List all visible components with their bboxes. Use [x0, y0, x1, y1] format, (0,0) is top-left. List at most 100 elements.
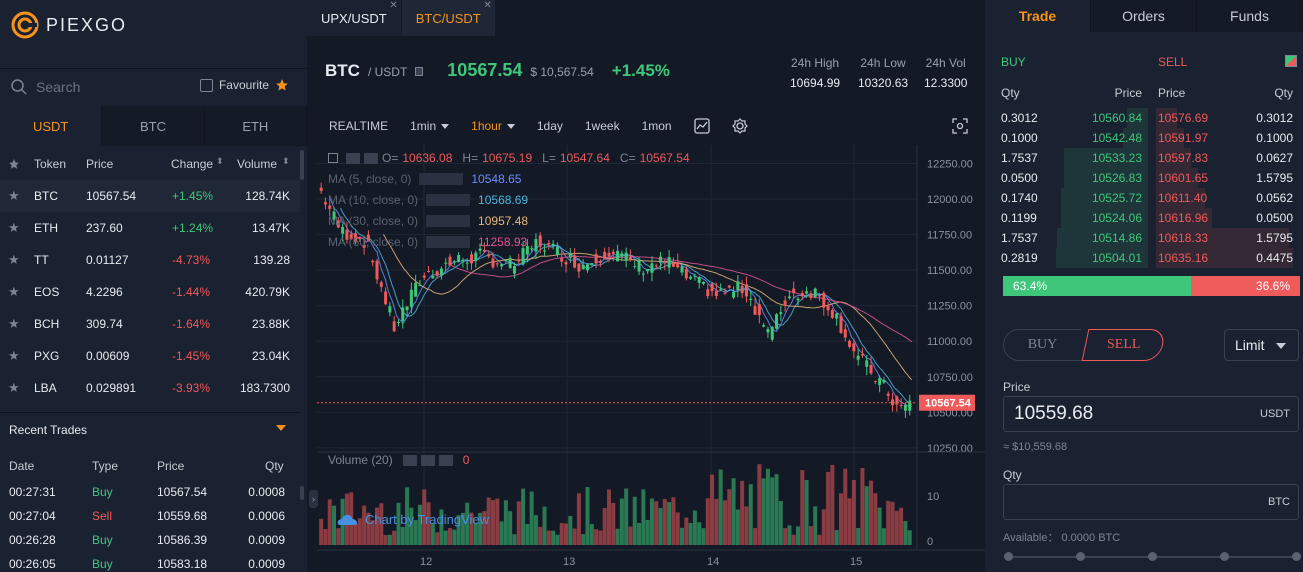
- orderbook-row[interactable]: 0.0500 10526.83 10601.65 1.5795: [995, 168, 1301, 188]
- search-input[interactable]: Search: [36, 78, 81, 95]
- orderbook-row[interactable]: 1.7537 10514.86 10618.33 1.5795: [995, 228, 1301, 248]
- orderbook-row[interactable]: 0.1000 10542.48 10591.97 0.1000: [995, 128, 1301, 148]
- close-icon[interactable]: ✕: [483, 0, 492, 11]
- settings-icon[interactable]: [731, 118, 748, 134]
- favourite-star-icon[interactable]: ★: [8, 348, 20, 363]
- tab-upx-usdt[interactable]: UPX/USDT ✕: [307, 0, 401, 36]
- sell-toggle-button[interactable]: SELL: [1081, 329, 1167, 361]
- favourite-toggle[interactable]: Favourite: [199, 78, 289, 92]
- bid-qty: 0.1740: [1001, 191, 1038, 205]
- favourite-star-icon[interactable]: ★: [8, 316, 20, 331]
- candles: [319, 182, 912, 418]
- scrollbar[interactable]: [300, 150, 304, 180]
- buy-toggle-button[interactable]: BUY: [1003, 329, 1081, 361]
- tab-usdt[interactable]: USDT: [0, 106, 103, 146]
- trade-type: Buy: [92, 533, 113, 547]
- favourite-star-icon[interactable]: ★: [8, 188, 20, 203]
- orderbook-row[interactable]: 0.3012 10560.84 10576.69 0.3012: [995, 108, 1301, 128]
- tradingview-watermark[interactable]: Chart by TradingView: [337, 511, 489, 527]
- ma-controls-icon[interactable]: [426, 215, 471, 227]
- token-row[interactable]: ★ ETH 237.60 +1.24% 13.47K: [0, 212, 300, 244]
- favourite-star-icon[interactable]: ★: [8, 284, 20, 299]
- close-icon[interactable]: [438, 454, 453, 466]
- stat-label: 24h Low: [860, 56, 906, 70]
- stat-value: 10320.63: [858, 76, 909, 90]
- token-row[interactable]: ★ BCH 309.74 -1.64% 23.88K: [0, 308, 300, 340]
- price-chart[interactable]: 12250.00 12000.00 11750.00 11500.00 11250.00…: [307, 145, 985, 572]
- close-icon[interactable]: ✕: [389, 0, 398, 11]
- realtime-button[interactable]: REALTIME: [329, 119, 389, 133]
- header-price[interactable]: Price: [86, 157, 114, 171]
- tab-funds[interactable]: Funds: [1197, 0, 1303, 32]
- trades-scrollbar[interactable]: [300, 486, 304, 500]
- candle-body: [903, 404, 907, 411]
- screenshot-icon[interactable]: [952, 118, 968, 134]
- tab-btc[interactable]: BTC: [102, 106, 205, 146]
- eye-icon[interactable]: [346, 152, 360, 164]
- tab-trade[interactable]: Trade: [985, 0, 1091, 32]
- interval-1mon-button[interactable]: 1mon: [641, 119, 672, 133]
- collapse-legend-icon[interactable]: [328, 153, 338, 163]
- ma-label: MA (60, close, 0): [328, 235, 419, 249]
- token-row[interactable]: ★ LBA 0.029891 -3.93% 183.7300: [0, 372, 300, 404]
- ask-qty: 0.0500: [1256, 211, 1293, 225]
- slider-stop[interactable]: [1292, 552, 1301, 561]
- ma-controls-icon[interactable]: [426, 236, 471, 248]
- sort-volume-icon[interactable]: ⬍: [282, 156, 290, 166]
- candle-body: [525, 245, 529, 255]
- favourite-checkbox[interactable]: [199, 78, 213, 92]
- recent-trades-header[interactable]: Recent Trades: [0, 412, 300, 444]
- token-row[interactable]: ★ TT 0.01127 -4.73% 139.28: [0, 244, 300, 276]
- header-trade-price: Price: [157, 459, 185, 473]
- orderbook-row[interactable]: 1.7537 10533.23 10597.83 0.0627: [995, 148, 1301, 168]
- favourite-star-icon[interactable]: ★: [8, 380, 20, 395]
- interval-1hour-select[interactable]: 1hour: [471, 119, 515, 133]
- order-type-select[interactable]: Limit: [1224, 329, 1299, 361]
- ma-line: [382, 234, 913, 381]
- copy-icon[interactable]: [415, 67, 424, 76]
- settings-icon[interactable]: [364, 152, 378, 164]
- logo[interactable]: PIEXGO: [10, 10, 127, 40]
- slider-stop[interactable]: [1220, 552, 1229, 561]
- tab-eth[interactable]: ETH: [205, 106, 307, 146]
- volume-bar: [508, 511, 513, 545]
- orderbook-row[interactable]: 0.1740 10525.72 10611.40 0.0562: [995, 188, 1301, 208]
- token-row[interactable]: ★ EOS 4.2296 -1.44% 420.79K: [0, 276, 300, 308]
- token-row[interactable]: ★ PXG 0.00609 -1.45% 23.04K: [0, 340, 300, 372]
- settings-icon[interactable]: [420, 454, 435, 466]
- orderbook-row[interactable]: 0.1199 10524.06 10616.96 0.0500: [995, 208, 1301, 228]
- price-input[interactable]: 10559.68 USDT: [1003, 396, 1299, 432]
- bid-qty: 0.1000: [1001, 131, 1038, 145]
- token-price: 309.74: [86, 317, 123, 331]
- candle-body: [723, 292, 727, 294]
- slider-stop[interactable]: [1076, 552, 1085, 561]
- favourite-star-icon[interactable]: ★: [8, 252, 20, 267]
- indicator-icon[interactable]: [693, 118, 710, 134]
- interval-1week-button[interactable]: 1week: [584, 119, 620, 133]
- eye-icon[interactable]: [402, 454, 417, 466]
- expand-left-icon[interactable]: ›: [309, 490, 318, 508]
- collapse-caret-icon[interactable]: [276, 425, 286, 431]
- chevron-down-icon: [506, 124, 515, 130]
- orderbook-layout-icon[interactable]: [1285, 55, 1297, 67]
- ma-controls-icon[interactable]: [419, 173, 464, 185]
- slider-stop[interactable]: [1148, 552, 1157, 561]
- qty-input[interactable]: BTC: [1003, 484, 1299, 520]
- trade-qty: 0.0008: [248, 485, 285, 499]
- price-input-value[interactable]: 10559.68: [1014, 403, 1094, 424]
- interval-1min-select[interactable]: 1min: [410, 119, 450, 133]
- ma-controls-icon[interactable]: [426, 194, 471, 206]
- tab-orders[interactable]: Orders: [1091, 0, 1197, 32]
- header-volume[interactable]: Volume: [237, 157, 278, 171]
- orderbook-row[interactable]: 0.2819 10504.01 10635.16 0.4475: [995, 248, 1301, 268]
- search-bar[interactable]: Search Favourite: [0, 68, 307, 104]
- slider-stop[interactable]: [1004, 552, 1013, 561]
- token-row[interactable]: ★ BTC 10567.54 +1.45% 128.74K: [0, 180, 300, 212]
- favourite-star-icon[interactable]: ★: [8, 220, 20, 235]
- candle-body: [736, 281, 740, 290]
- tab-btc-usdt[interactable]: BTC/USDT ✕: [401, 0, 495, 36]
- header-token[interactable]: Token: [34, 157, 67, 171]
- sort-change-icon[interactable]: ⬍: [216, 156, 224, 166]
- header-change[interactable]: Change: [171, 157, 214, 171]
- interval-1day-button[interactable]: 1day: [536, 119, 563, 133]
